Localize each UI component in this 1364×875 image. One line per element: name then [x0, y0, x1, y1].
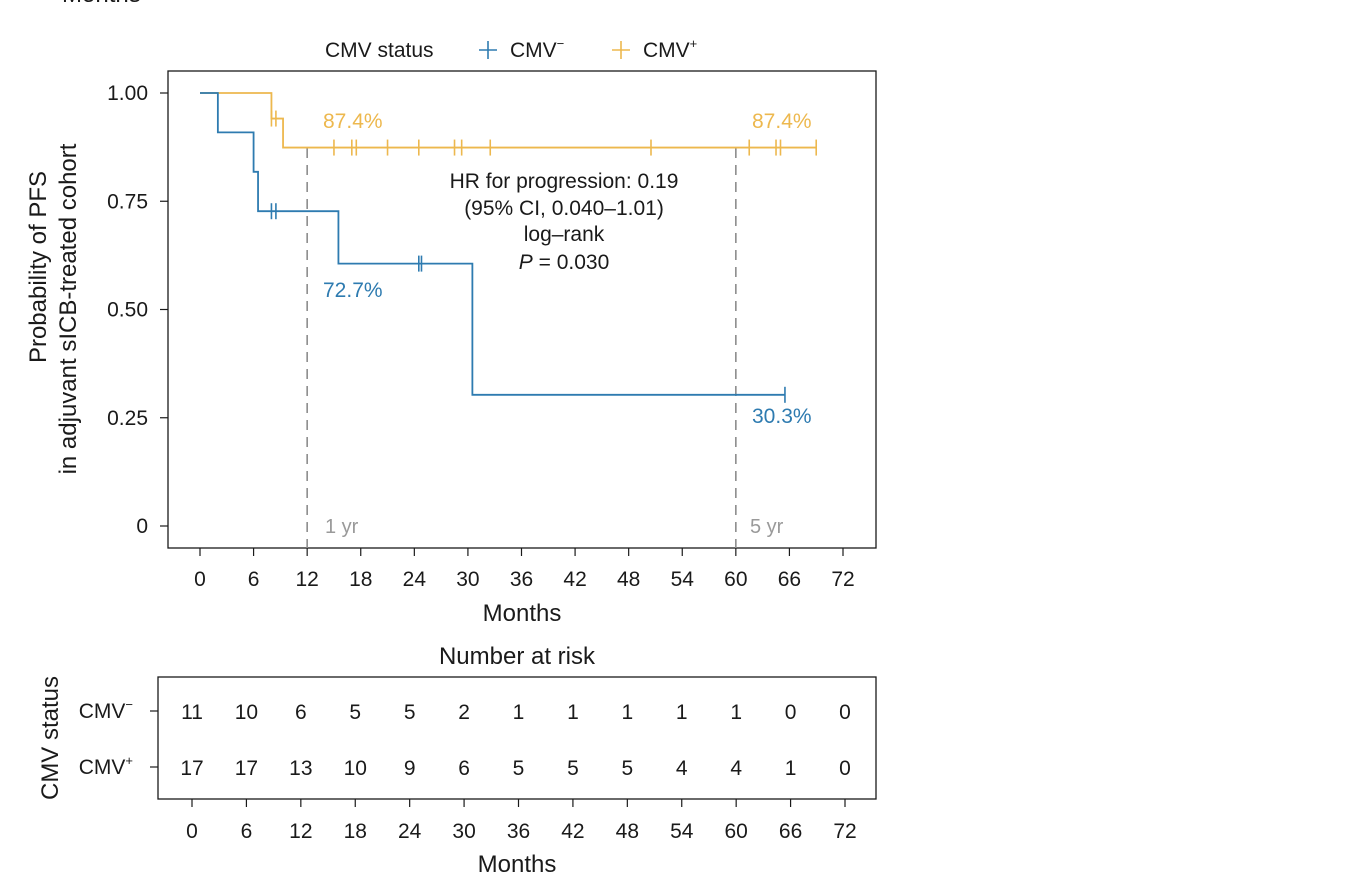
p-value-text: P = 0.030 [519, 251, 610, 274]
x-tick-label: 48 [617, 568, 640, 591]
y-axis: 0 0.25 0.50 0.75 1.00 [107, 82, 168, 538]
x-tick-label: 24 [403, 568, 427, 591]
x-tick-label: 6 [248, 568, 260, 591]
risk-x-tick-label: 60 [724, 820, 747, 843]
risk-count-cell: 4 [730, 757, 742, 780]
risk-count-cell: 1 [567, 701, 579, 724]
risk-count-cell: 1 [621, 701, 633, 724]
legend-neg-marker [479, 41, 497, 59]
risk-row-label: CMV− [79, 697, 133, 723]
risk-count-cell: 1 [513, 701, 525, 724]
pct-label-cmv-pos-1yr: 87.4% [323, 110, 383, 133]
hr-text: HR for progression: 0.19 [450, 170, 679, 193]
x-tick-label: 66 [778, 568, 801, 591]
risk-table-x-title: Months [478, 851, 557, 875]
ci-text: (95% CI, 0.040–1.01) [464, 197, 664, 220]
risk-count-cell: 5 [349, 701, 361, 724]
x-tick-label: 42 [563, 568, 586, 591]
risk-table-y-title: CMV status [37, 676, 64, 800]
y-tick-label: 0.25 [107, 407, 148, 430]
risk-count-cell: 0 [839, 701, 851, 724]
risk-x-tick-label: 12 [289, 820, 312, 843]
risk-x-tick-label: 48 [616, 820, 639, 843]
risk-x-tick-label: 66 [779, 820, 802, 843]
legend-title: CMV status [325, 39, 434, 62]
risk-count-cell: 5 [404, 701, 416, 724]
risk-count-cell: 13 [289, 757, 312, 780]
y-axis-title-line2: in adjuvant sICB-treated cohort [55, 143, 82, 474]
x-tick-label: 0 [194, 568, 206, 591]
risk-table-frame [157, 676, 877, 800]
risk-count-cell: 1 [730, 701, 742, 724]
x-tick-label: 54 [671, 568, 695, 591]
risk-count-cell: 1 [676, 701, 688, 724]
ref-label-5yr: 5 yr [750, 516, 784, 538]
risk-table-x-axis: 0 6 12 18 24 30 36 42 48 54 60 66 72 [186, 799, 857, 843]
series-layer [200, 92, 818, 403]
risk-x-tick-label: 0 [186, 820, 198, 843]
risk-count-cell: 17 [180, 757, 203, 780]
x-tick-label: 60 [724, 568, 747, 591]
risk-x-tick-label: 18 [344, 820, 367, 843]
risk-x-tick-label: 72 [833, 820, 856, 843]
risk-count-cell: 10 [344, 757, 367, 780]
y-tick-label: 0.50 [107, 299, 148, 322]
legend-pos-label: CMV+ [643, 36, 697, 62]
plot-frame [167, 70, 877, 549]
legend: CMV status CMV− CMV+ [325, 36, 697, 62]
risk-x-tick-label: 30 [452, 820, 475, 843]
risk-count-cell: 11 [181, 701, 203, 724]
risk-count-cell: 6 [458, 757, 470, 780]
stats-annotation: HR for progression: 0.19 (95% CI, 0.040–… [450, 170, 679, 274]
risk-count-cell: 9 [404, 757, 416, 780]
risk-row-label: CMV+ [79, 753, 133, 779]
legend-neg-label: CMV− [510, 36, 564, 62]
x-tick-label: 72 [831, 568, 854, 591]
top-fragment: Months [62, 0, 141, 8]
pct-label-cmv-neg-5yr: 30.3% [752, 405, 812, 428]
risk-count-cell: 5 [567, 757, 579, 780]
legend-pos-marker [612, 41, 630, 59]
risk-count-cell: 2 [458, 701, 470, 724]
risk-count-cell: 0 [839, 757, 851, 780]
logrank-text: log–rank [524, 223, 605, 246]
risk-count-cell: 6 [295, 701, 307, 724]
y-axis-title-line1: Probability of PFS [25, 171, 52, 363]
pct-label-cmv-neg-1yr: 72.7% [323, 279, 383, 302]
risk-x-tick-label: 24 [398, 820, 422, 843]
x-axis-title: Months [483, 600, 562, 627]
y-tick-label: 1.00 [107, 82, 148, 105]
risk-count-cell: 4 [676, 757, 688, 780]
x-tick-label: 18 [349, 568, 372, 591]
x-axis: 0 6 12 18 24 30 36 42 48 54 60 66 72 [194, 548, 855, 591]
risk-count-cell: 5 [513, 757, 525, 780]
x-tick-label: 30 [456, 568, 479, 591]
km-curve-cmv-neg [200, 92, 785, 396]
y-tick-label: 0 [136, 515, 148, 538]
pct-label-cmv-pos-5yr: 87.4% [752, 110, 812, 133]
risk-table-title: Number at risk [439, 643, 596, 670]
risk-count-cell: 1 [785, 757, 797, 780]
ref-label-1yr: 1 yr [325, 516, 359, 538]
risk-x-tick-label: 54 [670, 820, 694, 843]
risk-x-tick-label: 42 [561, 820, 584, 843]
x-tick-label: 12 [295, 568, 318, 591]
risk-count-cell: 0 [785, 701, 797, 724]
risk-x-tick-label: 36 [507, 820, 530, 843]
risk-count-cell: 17 [235, 757, 258, 780]
x-tick-label: 36 [510, 568, 533, 591]
risk-count-cell: 5 [621, 757, 633, 780]
risk-count-cell: 10 [235, 701, 258, 724]
km-curve-cmv-pos [200, 92, 817, 149]
risk-x-tick-label: 6 [241, 820, 253, 843]
y-tick-label: 0.75 [107, 190, 148, 213]
